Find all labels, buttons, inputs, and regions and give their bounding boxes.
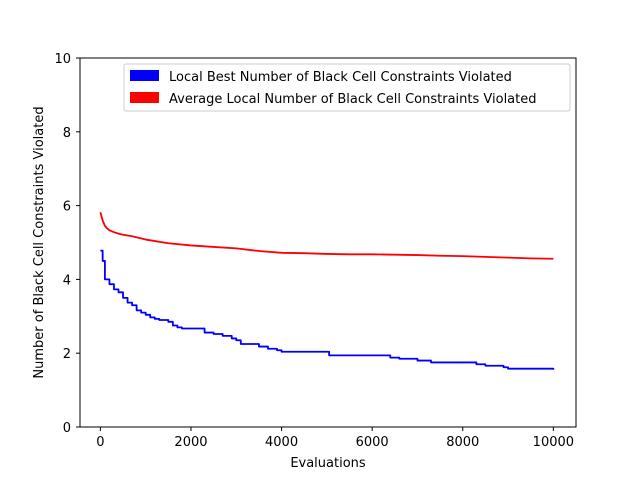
- y-axis-label: Number of Black Cell Constraints Violate…: [32, 106, 47, 378]
- y-tick-label: 8: [63, 126, 71, 141]
- y-tick-label: 10: [54, 52, 71, 67]
- x-axis-label: Evaluations: [290, 456, 366, 471]
- y-tick-label: 4: [63, 273, 71, 288]
- x-tick-label: 0: [96, 435, 104, 450]
- series-layer: [99, 211, 555, 370]
- y-axis: 0 2 4 6 8 10: [54, 52, 80, 436]
- legend-label-local-best: Local Best Number of Black Cell Constrai…: [169, 70, 512, 85]
- legend-frame: [123, 63, 571, 112]
- x-tick-label: 10000: [533, 435, 574, 450]
- legend: Local Best Number of Black Cell Constrai…: [123, 63, 571, 112]
- x-tick-label: 4000: [265, 435, 298, 450]
- x-tick-label: 8000: [446, 435, 479, 450]
- legend-label-average-local: Average Local Number of Black Cell Const…: [169, 92, 537, 107]
- y-tick-label: 0: [63, 421, 71, 436]
- legend-swatch-average-local: [130, 92, 159, 103]
- x-tick-label: 2000: [174, 435, 207, 450]
- x-axis: 0 2000 4000 6000 8000 10000: [96, 427, 574, 450]
- axes-frame: [79, 57, 577, 428]
- x-tick-label: 6000: [356, 435, 389, 450]
- series-line-average-local: [99, 211, 554, 260]
- legend-swatch-local-best: [130, 70, 159, 81]
- y-tick-label: 6: [63, 200, 71, 215]
- y-tick-label: 2: [63, 347, 71, 362]
- series-line-local-best: [100, 249, 555, 370]
